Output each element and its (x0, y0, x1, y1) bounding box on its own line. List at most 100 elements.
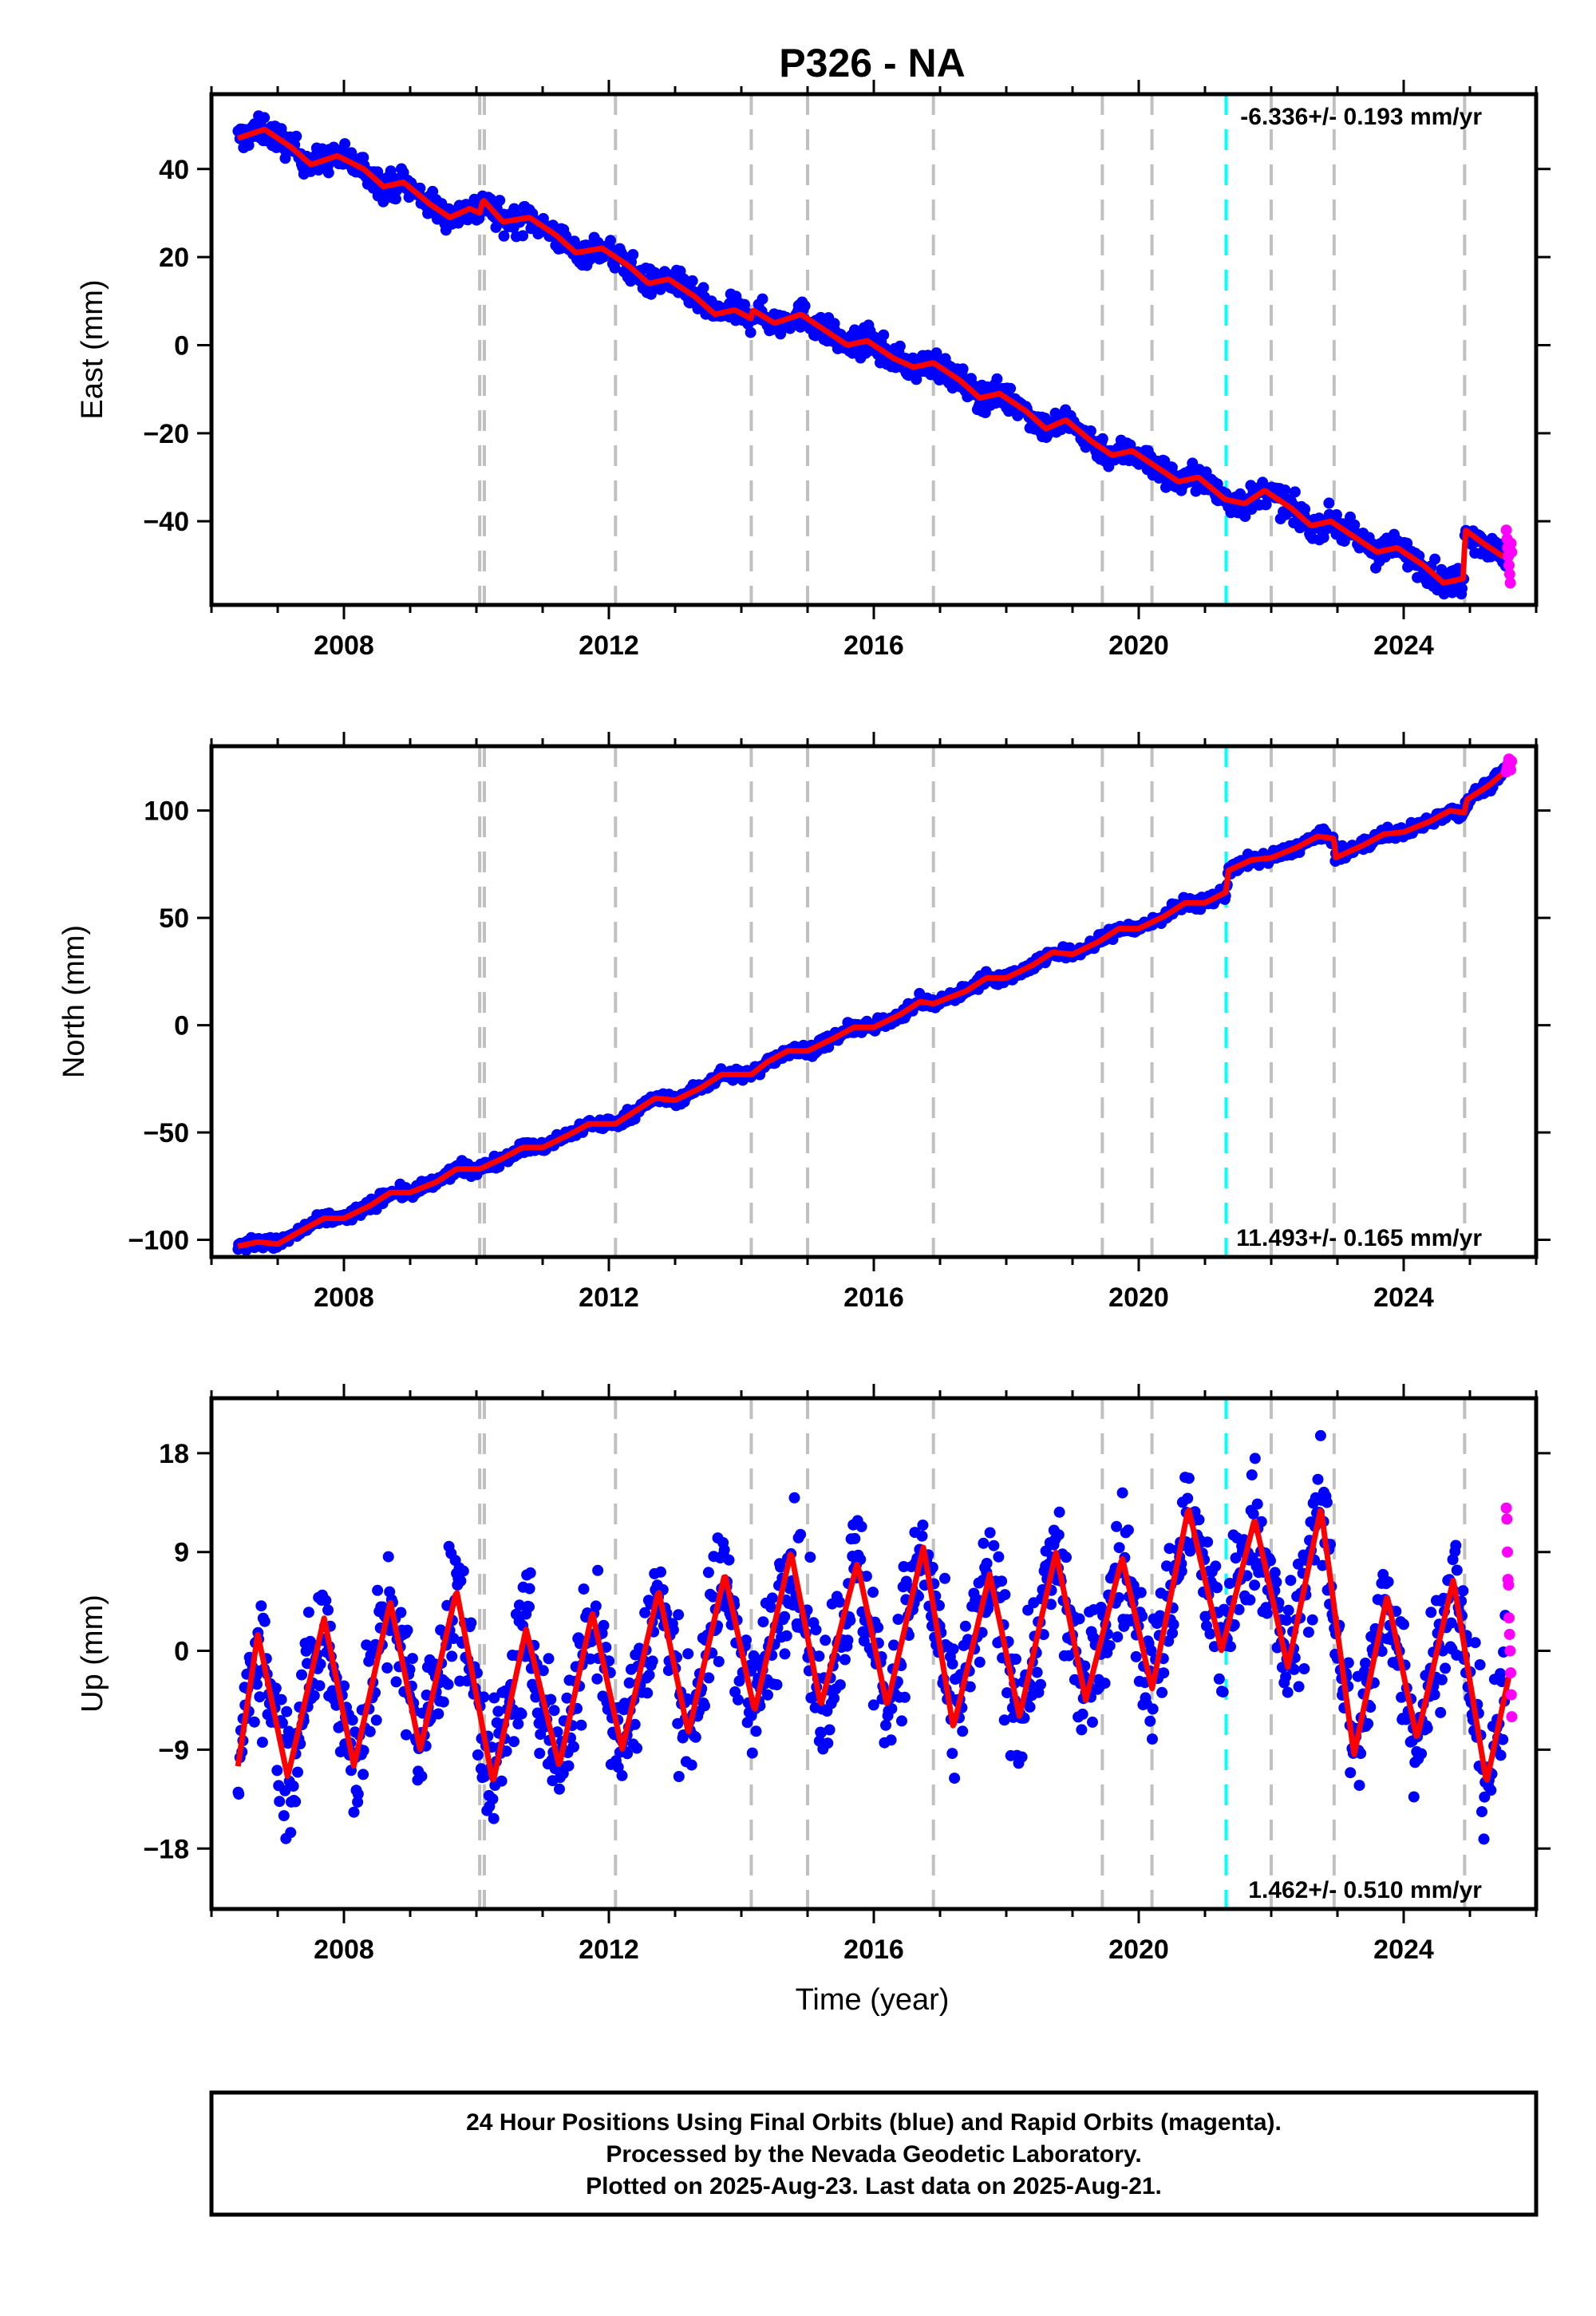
final-orbit-point (988, 1539, 1000, 1551)
final-orbit-point (1213, 1673, 1225, 1685)
rapid-orbit-points (1500, 753, 1518, 778)
final-orbit-point (682, 1648, 694, 1660)
final-orbit-point (1478, 1833, 1490, 1845)
x-tick-label: 2012 (579, 1935, 639, 1965)
final-orbit-point (834, 1679, 846, 1691)
final-orbit-point (1104, 1640, 1116, 1652)
rapid-orbit-point (1503, 568, 1515, 580)
final-orbit-point (1280, 1671, 1292, 1683)
final-orbit-point (1270, 1576, 1282, 1588)
final-orbit-point (278, 1810, 290, 1822)
final-orbit-point (406, 1653, 418, 1665)
rapid-orbit-point (1506, 1711, 1518, 1723)
final-orbit-point (488, 1812, 500, 1824)
x-tick-label: 2016 (843, 1282, 904, 1313)
final-orbit-point (524, 1567, 536, 1579)
final-orbit-point (1010, 1654, 1021, 1665)
final-orbit-point (348, 1806, 360, 1818)
final-orbit-point (390, 1676, 402, 1688)
final-orbit-point (302, 1658, 313, 1670)
final-orbit-point (1113, 1592, 1125, 1603)
final-orbit-point (1321, 1496, 1333, 1508)
final-orbit-point (1302, 1626, 1314, 1638)
final-orbit-point (254, 1691, 266, 1703)
final-orbit-point (1281, 1614, 1293, 1626)
final-orbit-point (389, 193, 401, 205)
final-orbit-point (243, 140, 255, 151)
final-orbit-point (1031, 1666, 1043, 1678)
final-orbit-point (448, 1633, 460, 1644)
model-curve (235, 1507, 1513, 1783)
final-orbit-point (592, 1564, 604, 1576)
final-orbit-point (828, 1693, 840, 1704)
final-orbit-point (537, 1665, 549, 1677)
final-orbit-point (1024, 1701, 1036, 1713)
plot-title: P326 - NA (779, 41, 965, 85)
rapid-orbit-point (1502, 1546, 1513, 1558)
final-orbit-point (646, 1655, 658, 1667)
final-orbit-point (591, 1673, 603, 1685)
final-orbit-point (723, 1554, 735, 1566)
y-tick-label: 20 (159, 243, 189, 273)
final-orbit-point (899, 1691, 911, 1703)
final-orbit-point (605, 235, 616, 247)
final-orbit-point (775, 1561, 786, 1573)
final-orbit-point (1398, 1618, 1409, 1630)
final-orbit-point (1035, 1678, 1046, 1690)
final-orbit-point (911, 373, 922, 385)
final-orbit-point (590, 1600, 602, 1612)
y-tick-label: 40 (159, 155, 189, 185)
final-orbit-point (554, 1783, 565, 1795)
y-tick-label: −9 (158, 1735, 189, 1765)
final-orbit-point (686, 275, 698, 287)
final-orbit-point (290, 130, 302, 142)
y-tick-label: 0 (174, 1637, 189, 1667)
y-tick-label: 9 (174, 1538, 189, 1568)
final-orbit-point (494, 195, 506, 207)
final-orbit-point (1217, 1686, 1229, 1698)
y-tick-label: 18 (159, 1439, 189, 1469)
x-tick-label: 2024 (1373, 1282, 1434, 1313)
rapid-orbit-point (1505, 764, 1516, 776)
north-panel: 2008 2012 2016 2020 2024 −100 −50 0 50 100 North (… (57, 732, 1551, 1313)
final-orbit-point (401, 1729, 412, 1741)
final-orbit-point (1001, 1687, 1013, 1699)
final-orbit-point (1401, 537, 1413, 549)
footer-box (209, 2090, 1539, 2217)
final-orbit-point (616, 1769, 628, 1781)
final-orbit-point (465, 1617, 477, 1629)
final-orbit-point (1016, 1751, 1028, 1763)
final-orbit-point (957, 1725, 969, 1737)
final-orbit-point (1285, 1575, 1297, 1587)
final-orbit-point (685, 1759, 697, 1771)
final-orbit-point (271, 1765, 283, 1777)
final-orbit-point (741, 1634, 752, 1646)
east-panel: 2008 2012 2016 2020 2024 −40 −20 0 20 40 East (mm)… (76, 80, 1551, 661)
final-orbit-point (673, 1609, 685, 1621)
final-orbit-point (1282, 1686, 1294, 1698)
y-tick-label: 100 (144, 796, 189, 827)
final-orbit-point (1163, 1543, 1175, 1555)
final-orbit-point (1113, 1542, 1125, 1554)
final-orbit-point (1166, 461, 1178, 473)
final-orbit-point (885, 1734, 897, 1746)
final-orbit-point (1345, 1767, 1357, 1779)
final-orbit-point (416, 1770, 428, 1782)
final-orbit-point (757, 1616, 769, 1628)
final-orbit-point (584, 1653, 596, 1665)
final-orbit-point (609, 262, 621, 274)
final-orbit-point (1421, 1722, 1433, 1734)
final-orbit-point (255, 1600, 267, 1612)
final-orbit-point (788, 1492, 800, 1504)
final-orbit-point (370, 1714, 382, 1726)
final-orbit-point (804, 1551, 816, 1563)
final-orbit-point (338, 1680, 350, 1692)
final-orbit-point (1425, 1607, 1437, 1618)
model-curve (236, 126, 1511, 586)
final-orbit-point (346, 1714, 358, 1726)
y-axis-label: North (mm) (57, 925, 91, 1078)
final-orbit-point (1156, 1686, 1168, 1698)
final-orbit-point (1144, 1715, 1156, 1727)
final-orbit-point (1476, 1806, 1487, 1818)
final-orbit-point (320, 1595, 332, 1607)
